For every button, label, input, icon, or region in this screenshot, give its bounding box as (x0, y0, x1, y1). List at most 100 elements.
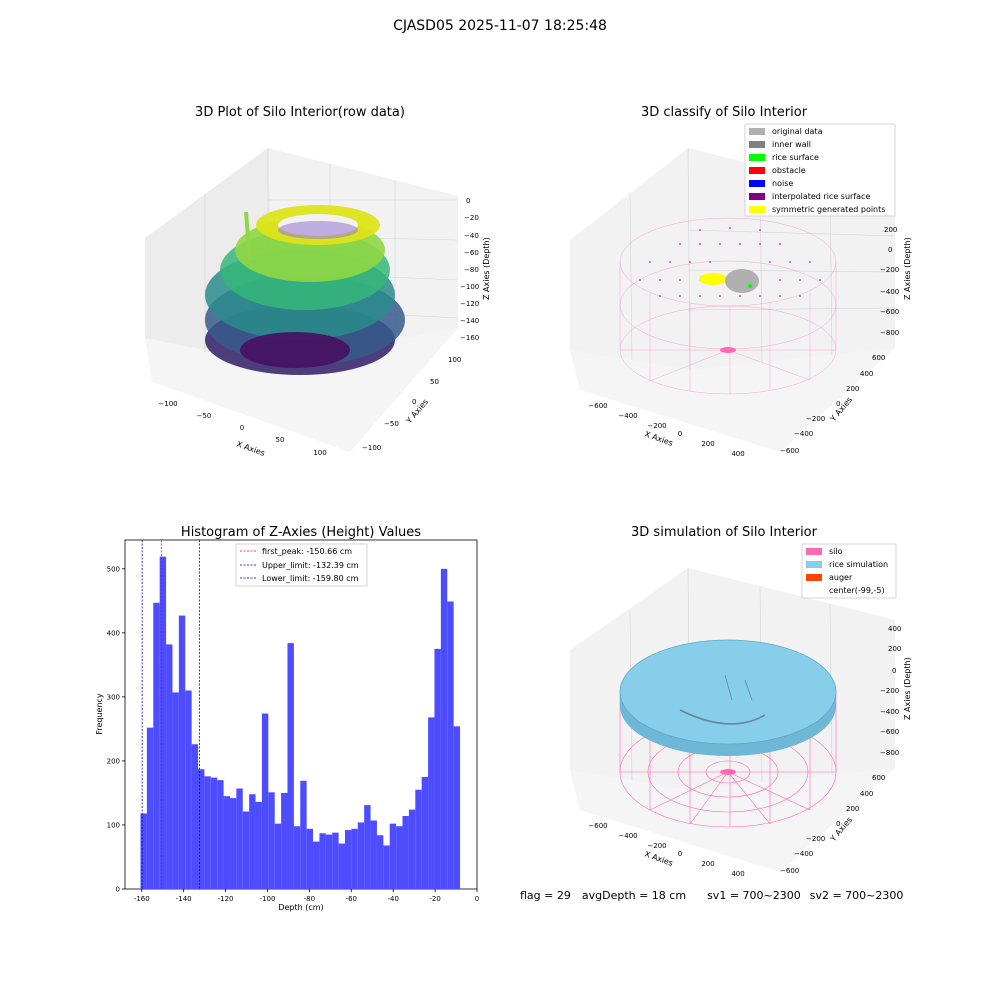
legend-label: original data (772, 127, 823, 136)
sim-z-tick: 400 (888, 625, 901, 633)
classify-y-tick: 200 (846, 385, 859, 393)
hist-x-tick-label: -40 (387, 895, 398, 903)
hist-bar (389, 823, 397, 889)
sim-z-tick: 0 (892, 667, 896, 675)
hist-bar (306, 828, 314, 889)
hist-bar (376, 835, 384, 889)
sv1-text: sv1 = 700~2300 (707, 889, 801, 902)
raw-plot-title: 3D Plot of Silo Interior(row data) (195, 105, 405, 120)
hist-bar (217, 780, 224, 889)
hist-bar (415, 789, 422, 889)
hist-x-tick-label: -20 (429, 895, 440, 903)
classify-z-tick: −400 (880, 288, 899, 296)
sim-x-tick: 400 (731, 870, 744, 878)
classify-x-tick: −200 (647, 422, 666, 430)
sim-rice-surface (619, 639, 837, 756)
raw-y-tick: 50 (430, 378, 439, 386)
hist-bar (396, 826, 403, 889)
classify-y-tick: −400 (794, 430, 813, 438)
classify-floor-pane (570, 348, 895, 452)
raw-data-3d-plot: 3D Plot of Silo Interior(row data) −100 … (145, 105, 491, 458)
raw-y-tick: −50 (384, 420, 399, 428)
histogram-panel: Histogram of Z-Axies (Height) Values -16… (95, 525, 479, 912)
classify-z-tick: −800 (880, 329, 899, 337)
classify-z-tick: 0 (888, 246, 892, 254)
hist-bar (325, 834, 333, 889)
sim-x-tick: 0 (678, 850, 682, 858)
classify-rice-surface-points (748, 284, 752, 288)
sim-y-tick: −400 (794, 850, 813, 858)
legend-label: symmetric generated points (772, 205, 885, 214)
hist-x-tick-label: 0 (475, 895, 479, 903)
classify-z-tick: 200 (884, 226, 897, 234)
classify-z-ticks: 200 0 −200 −400 −600 −800 (880, 226, 899, 337)
legend-label: silo (829, 547, 843, 556)
classify-y-tick: 600 (872, 354, 885, 362)
hist-bar (198, 769, 205, 889)
hist-bar (249, 794, 256, 889)
hist-bar (287, 643, 294, 889)
sim-y-tick: 0 (836, 820, 840, 828)
hist-bar (210, 777, 218, 889)
legend-swatch-original (749, 128, 765, 135)
raw-z-tick: −60 (464, 249, 479, 257)
hist-bar (159, 556, 167, 889)
sim-y-tick: −600 (780, 867, 799, 875)
sim-legend: silo rice simulation auger center(-99,-5… (801, 543, 897, 599)
sim-x-tick: −600 (588, 822, 607, 830)
legend-swatch-silo (806, 548, 822, 555)
sim-z-tick: 200 (888, 645, 901, 653)
hist-x-tick-label: -160 (134, 895, 150, 903)
classify-x-tick: −400 (618, 412, 637, 420)
hist-x-tick-label: -60 (346, 895, 357, 903)
hist-bar (172, 692, 179, 889)
sim-y-tick: 600 (872, 774, 885, 782)
raw-x-label: X Axies (235, 439, 266, 458)
sim-y-tick: −200 (806, 835, 825, 843)
raw-z-tick: −40 (464, 232, 479, 240)
raw-y-tick: 0 (412, 398, 416, 406)
classify-x-ticks: −600 −400 −200 0 200 400 (588, 402, 744, 458)
sim-x-tick: 200 (701, 860, 714, 868)
raw-z-label: Z Axies (Depth) (482, 237, 491, 300)
legend-swatch-obstacle (749, 167, 765, 174)
legend-label: rice surface (772, 153, 819, 162)
legend-swatch-inner-wall (749, 141, 765, 148)
legend-label: center(-99,-5) (829, 586, 885, 595)
hist-bar (185, 690, 192, 889)
legend-swatch-rice-surface (749, 154, 765, 161)
classify-x-tick: −600 (588, 402, 607, 410)
legend-label: rice simulation (829, 560, 888, 569)
hist-bar (453, 726, 461, 889)
raw-y-tick: 100 (448, 356, 461, 364)
hist-bar (191, 744, 199, 889)
hist-x-tick-label: -100 (260, 895, 276, 903)
legend-label: interpolated rice surface (772, 192, 870, 201)
figure-title: CJASD05 2025-11-07 18:25:48 (393, 18, 607, 34)
raw-z-tick: −80 (464, 266, 479, 274)
hist-bar (338, 843, 345, 889)
hist-y-tick-label: 100 (107, 821, 120, 829)
classify-silo-center (720, 347, 736, 353)
sim-y-tick: 200 (846, 805, 859, 813)
hist-bar (345, 830, 352, 889)
hist-x-tick-label: -80 (304, 895, 315, 903)
hist-vlines (141, 540, 201, 889)
raw-x-tick: 0 (240, 424, 244, 432)
sim-x-ticks: −600 −400 −200 0 200 400 (588, 822, 744, 878)
hist-bar (319, 833, 326, 889)
hist-title: Histogram of Z-Axies (Height) Values (181, 525, 421, 540)
hist-bar (255, 801, 262, 889)
hist-y-tick-label: 0 (116, 886, 120, 894)
hist-y-tick-label: 300 (107, 693, 120, 701)
raw-z-tick: −100 (460, 283, 479, 291)
hist-bar (357, 822, 365, 889)
raw-z-tick: 0 (466, 197, 470, 205)
legend-label: inner wall (772, 140, 811, 149)
raw-z-tick: −120 (460, 300, 479, 308)
classify-z-tick: −600 (880, 308, 899, 316)
simulation-3d-plot: 3D simulation of Silo Interior (570, 525, 912, 878)
hist-bar (223, 796, 230, 889)
raw-x-tick: 100 (313, 449, 326, 457)
raw-z-tick: −160 (460, 334, 479, 342)
